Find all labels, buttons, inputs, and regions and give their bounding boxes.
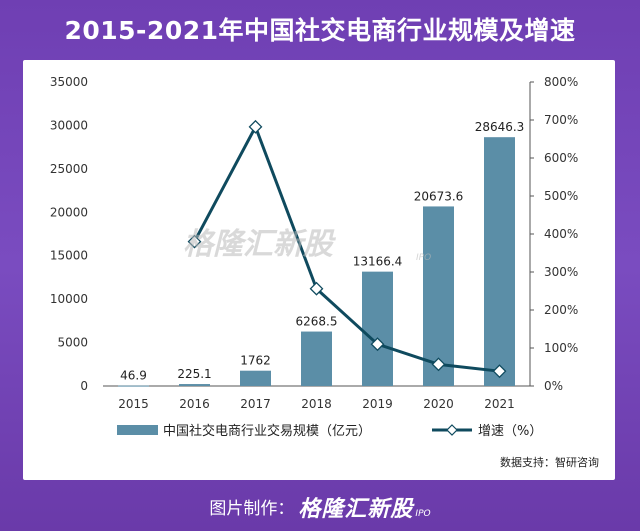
bar bbox=[423, 206, 454, 386]
chart-svg: 0 5000 10000 15000 20000 25000 30000 35000 0% 100… bbox=[50, 75, 579, 439]
x-tick-label: 2019 bbox=[362, 397, 393, 411]
y-left-tick-label: 30000 bbox=[50, 118, 88, 132]
x-tick-label: 2015 bbox=[118, 397, 149, 411]
bar-value-label: 6268.5 bbox=[296, 315, 338, 329]
bar bbox=[240, 370, 271, 386]
footer: 图片制作： 格隆汇新股 IPO bbox=[0, 482, 640, 531]
growth-point bbox=[248, 119, 263, 134]
x-tick-label: 2017 bbox=[240, 397, 271, 411]
y-left-tick-label: 20000 bbox=[50, 205, 88, 219]
growth-point bbox=[309, 281, 324, 296]
y-right-tick-label: 700% bbox=[544, 113, 578, 127]
chart-panel: 0 5000 10000 15000 20000 25000 30000 35000 0% 100… bbox=[23, 60, 615, 480]
footer-prefix: 图片制作： bbox=[209, 499, 295, 519]
bar bbox=[362, 271, 393, 386]
x-tick-label: 2021 bbox=[484, 397, 515, 411]
bar-value-label: 46.9 bbox=[120, 369, 147, 383]
x-tick-label: 2018 bbox=[301, 397, 332, 411]
bar-value-label: 28646.3 bbox=[475, 120, 525, 134]
bar bbox=[301, 331, 332, 386]
bar-value-label: 13166.4 bbox=[353, 255, 403, 269]
growth-point bbox=[492, 364, 507, 379]
y-right-tick-label: 200% bbox=[544, 303, 578, 317]
x-tick-label: 2016 bbox=[179, 397, 210, 411]
growth-point bbox=[370, 337, 385, 352]
footer-brand-logo: 格隆汇新股 bbox=[298, 496, 414, 522]
bar-value-label: 20673.6 bbox=[414, 189, 464, 203]
footer-brand-sub: IPO bbox=[415, 509, 431, 519]
growth-point bbox=[431, 357, 446, 372]
y-left-tick-label: 35000 bbox=[50, 75, 88, 89]
y-left-tick-label: 0 bbox=[80, 379, 88, 393]
x-tick-label: 2020 bbox=[423, 397, 454, 411]
y-right-tick-label: 600% bbox=[544, 151, 578, 165]
bar bbox=[118, 385, 149, 387]
y-left-tick-label: 10000 bbox=[50, 292, 88, 306]
legend-bar-label: 中国社交电商行业交易规模（亿元） bbox=[163, 423, 371, 439]
legend-line-marker bbox=[446, 424, 458, 436]
y-left-tick-label: 15000 bbox=[50, 249, 88, 263]
legend-bar-swatch bbox=[117, 425, 158, 435]
y-left-tick-label: 5000 bbox=[57, 336, 88, 350]
bar bbox=[484, 137, 515, 386]
growth-point bbox=[187, 234, 202, 249]
legend-line-label: 增速（%） bbox=[478, 424, 542, 439]
y-right-tick-label: 100% bbox=[544, 341, 578, 355]
y-right-tick-label: 800% bbox=[544, 75, 578, 89]
y-right-tick-label: 500% bbox=[544, 189, 578, 203]
growth-line bbox=[193, 125, 500, 373]
bar-value-label: 1762 bbox=[240, 354, 271, 368]
page-title: 2015-2021年中国社交电商行业规模及增速 bbox=[64, 16, 576, 45]
y-right-tick-label: 300% bbox=[544, 265, 578, 279]
bar bbox=[179, 384, 210, 386]
y-right-tick-label: 0% bbox=[544, 379, 563, 393]
y-left-tick-label: 25000 bbox=[50, 162, 88, 176]
y-right-tick-label: 400% bbox=[544, 227, 578, 241]
bar-value-label: 225.1 bbox=[177, 367, 211, 381]
data-source: 数据支持：智研咨询 bbox=[500, 456, 599, 469]
